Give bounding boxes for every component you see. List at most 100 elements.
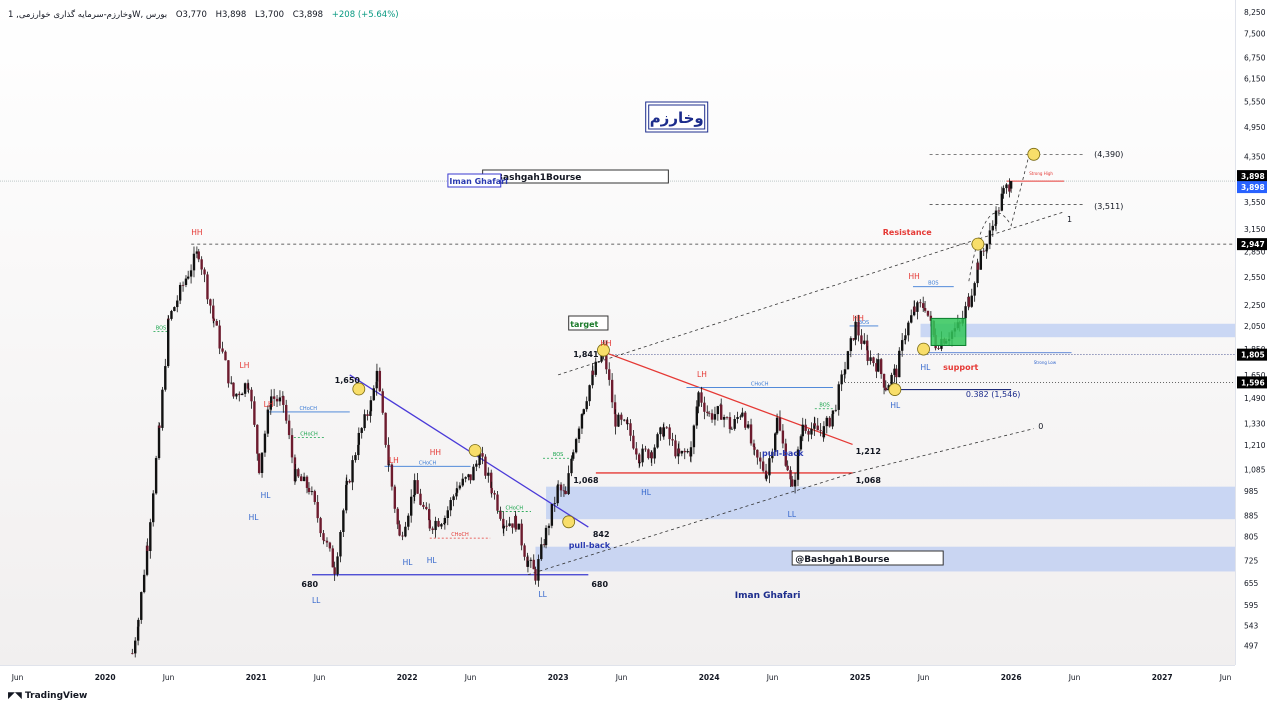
candle — [610, 379, 614, 403]
time-tick: 2020 — [95, 673, 116, 682]
candle — [1002, 188, 1005, 194]
candle — [605, 345, 608, 370]
candle — [585, 401, 588, 410]
candle — [511, 523, 514, 528]
price-marker: 2,947 — [1241, 240, 1265, 249]
candle — [638, 462, 641, 464]
candle — [625, 419, 629, 424]
candle — [146, 545, 149, 552]
swing-label: HH — [430, 448, 441, 457]
candle — [852, 338, 855, 340]
candle — [529, 559, 533, 561]
swing-circle — [888, 383, 902, 396]
candle — [375, 370, 379, 382]
price-marker-bg — [1237, 348, 1267, 361]
candle — [1000, 193, 1004, 211]
candle — [781, 430, 785, 444]
candle — [502, 518, 505, 529]
candle — [608, 369, 611, 380]
demand-zone-2025 — [920, 323, 1235, 338]
candle — [774, 433, 777, 452]
candle — [142, 574, 146, 593]
candle — [570, 458, 573, 474]
candle — [713, 414, 717, 420]
candle — [206, 274, 209, 300]
candle — [572, 452, 575, 459]
symbol-title[interactable]: وخارزم-سرمایه گذاری خوارزمی, 1W, بورس — [8, 10, 168, 20]
candle — [846, 351, 850, 370]
level-label-1068: 1,068 — [856, 476, 882, 485]
candle — [333, 567, 336, 575]
channel-label-0: 0 — [1038, 422, 1043, 431]
price-tick: 543 — [1244, 621, 1259, 630]
candle — [564, 490, 567, 495]
downtrend-line-red — [598, 349, 853, 446]
candle — [559, 484, 563, 491]
candle — [801, 424, 804, 437]
candle — [556, 484, 560, 486]
price-marker-bg — [1237, 170, 1267, 183]
candle — [502, 525, 505, 529]
candle — [626, 423, 629, 425]
candle — [677, 448, 681, 454]
candle — [753, 446, 756, 450]
swing-label: HL — [403, 558, 414, 567]
candle — [756, 449, 759, 458]
time-scale[interactable]: Jun 2020 Jun 2021 Jun 2022 Jun 2023 Jun 2024 Jun 20… — [0, 665, 1235, 688]
candle — [647, 449, 650, 459]
price-tick: 2,050 — [1244, 322, 1266, 331]
candle — [316, 501, 319, 519]
consolidation-box — [930, 317, 967, 346]
chart-area[interactable]: BOS CHoCH CHoCH CHoCH CHoCH CHoCH BOS CHoCH BOS B… — [0, 0, 1235, 665]
price-scale[interactable]: 497 543 595 655 725 805 885 985 1,085 1,210 1,330 1… — [1235, 0, 1280, 665]
candle — [212, 318, 216, 322]
candle — [322, 540, 326, 541]
candle — [849, 338, 853, 352]
candle — [919, 302, 922, 304]
swing-label: LH — [389, 456, 399, 465]
candle — [988, 230, 992, 245]
price-tick: 7,500 — [1244, 30, 1266, 39]
candle — [700, 392, 703, 403]
time-tick: 2024 — [699, 673, 720, 682]
ohlc-legend: وخارزم-سرمایه گذاری خوارزمی, 1W, بورس O3… — [8, 10, 405, 20]
telegram-handle-bottom: @Bashgah1Bourse — [795, 555, 889, 565]
candle — [532, 559, 535, 570]
candle — [131, 653, 134, 655]
time-tick: Jun — [162, 673, 175, 682]
candle — [741, 412, 744, 417]
candle — [834, 409, 838, 411]
candle — [692, 425, 696, 448]
strong-high-label: Strong High — [1029, 171, 1053, 176]
level-label-1068: 1,068 — [573, 476, 599, 485]
candle — [937, 348, 940, 349]
choch-marker: CHoCH — [506, 506, 524, 512]
candle — [916, 302, 919, 312]
candle — [761, 461, 765, 471]
time-tick: 2027 — [1152, 673, 1173, 682]
candle — [706, 411, 709, 413]
bos-marker: BOS — [928, 281, 938, 287]
candle — [167, 318, 170, 367]
author-label-bottom: Iman Ghafari — [735, 591, 801, 601]
price-chart[interactable]: BOS CHoCH CHoCH CHoCH CHoCH CHoCH BOS CHoCH BOS B… — [0, 0, 1235, 665]
candle — [730, 428, 733, 430]
candle — [819, 430, 822, 432]
swing-label: LL — [312, 596, 321, 605]
time-tick: Jun — [917, 673, 930, 682]
price-tick: 655 — [1244, 579, 1259, 588]
candle — [720, 404, 723, 420]
candle — [357, 432, 361, 445]
candle — [810, 428, 813, 435]
candle — [591, 370, 595, 375]
candle — [215, 321, 218, 326]
candle — [668, 427, 671, 440]
candle — [508, 523, 511, 526]
tradingview-logo[interactable]: ◤◥ TradingView — [8, 691, 87, 701]
candle — [290, 435, 294, 458]
candle — [243, 383, 247, 394]
swing-label: HH — [191, 228, 202, 237]
candle — [490, 487, 493, 494]
candle — [822, 426, 826, 438]
candle — [653, 447, 656, 459]
